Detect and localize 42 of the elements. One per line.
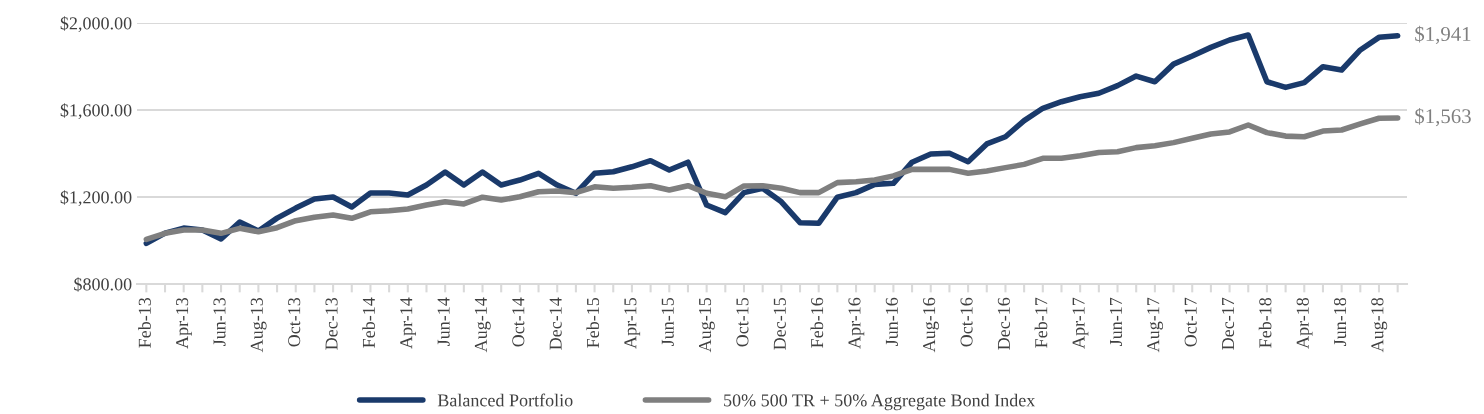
x-tick-label: Jun-13 [213, 297, 226, 346]
x-tick-label: Apr-16 [848, 297, 865, 349]
x-tick-label: Dec-13 [325, 297, 338, 350]
x-tick-label: Apr-17 [1072, 297, 1089, 349]
y-tick-label: $1,200.00 [60, 190, 132, 207]
x-tick-label: Feb-15 [586, 297, 600, 348]
x-tick-label: Aug-13 [250, 297, 267, 353]
x-tick-label: Dec-14 [549, 297, 562, 350]
x-tick-label: Apr-18 [1296, 297, 1313, 349]
y-tick-label: $800.00 [74, 277, 132, 292]
x-tick-label: Feb-17 [1034, 297, 1048, 348]
x-tick-label: Dec-16 [997, 297, 1010, 350]
x-tick-label: Aug-16 [923, 297, 939, 353]
x-tick-label: Jun-17 [1109, 297, 1123, 346]
x-tick-label: Aug-14 [474, 297, 491, 353]
x-tick-label: Apr-13 [176, 297, 192, 349]
x-tick-label: Oct-15 [736, 297, 749, 347]
x-tick-label: Jun-16 [885, 297, 898, 346]
x-tick-label: Aug-18 [1371, 297, 1388, 353]
x-tick-label: Feb-13 [138, 297, 151, 348]
x-tick-label: Jun-18 [1333, 297, 1347, 346]
x-tick-label: Feb-14 [362, 297, 375, 348]
x-tick-label: Oct-17 [1184, 297, 1197, 347]
data-label: $1,941 [1415, 25, 1471, 45]
x-tick-label: Jun-15 [661, 297, 674, 346]
x-tick-label: Apr-14 [400, 297, 416, 349]
x-tick-label: Oct-14 [512, 297, 525, 347]
x-tick-label: Feb-18 [1258, 297, 1272, 348]
x-tick-label: Oct-13 [288, 297, 301, 347]
x-tick-label: Feb-16 [810, 297, 824, 348]
legend-label: Balanced Portfolio [437, 393, 573, 407]
legend-label: 50% 500 TR + 50% Aggregate Bond Index [724, 393, 1036, 411]
x-tick-label: Jun-14 [437, 297, 450, 346]
x-tick-label: Apr-15 [624, 297, 641, 349]
data-label: $1,563 [1415, 107, 1471, 127]
x-tick-label: Dec-17 [1222, 297, 1235, 350]
y-tick-label: $1,600.00 [60, 103, 132, 120]
x-tick-label: Dec-15 [773, 297, 786, 350]
x-tick-label: Oct-16 [960, 297, 973, 347]
y-tick-label: $2,000.00 [60, 16, 132, 33]
x-tick-label: Aug-15 [699, 297, 715, 353]
x-tick-label: Aug-17 [1147, 297, 1164, 353]
